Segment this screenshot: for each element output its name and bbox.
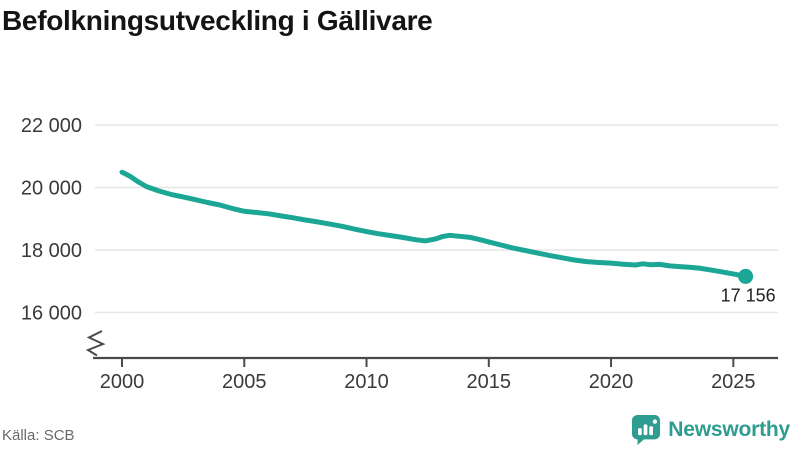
newsworthy-logo-text: Newsworthy <box>668 418 790 441</box>
source-note: Källa: SCB <box>2 427 75 444</box>
series-end-dot <box>738 268 754 284</box>
svg-text:2025: 2025 <box>711 371 756 393</box>
svg-text:2010: 2010 <box>344 371 389 393</box>
x-axis-ticks <box>121 359 735 367</box>
svg-text:16 000: 16 000 <box>21 303 82 325</box>
svg-text:2020: 2020 <box>589 371 634 393</box>
svg-text:20 000: 20 000 <box>21 178 82 200</box>
newsworthy-logo: Newsworthy <box>631 414 790 446</box>
newsworthy-logo-icon <box>632 415 661 445</box>
svg-text:22 000: 22 000 <box>21 115 82 137</box>
x-axis-labels: 2000 2005 2010 2015 2020 2025 <box>100 371 756 393</box>
svg-text:2000: 2000 <box>100 371 145 393</box>
gridlines <box>95 124 778 314</box>
population-series-line <box>119 169 749 279</box>
series-end-value-label: 17 156 <box>721 285 776 305</box>
page-title: Befolkningsutveckling i Gällivare <box>2 5 433 36</box>
svg-text:2005: 2005 <box>222 371 267 393</box>
svg-text:18 000: 18 000 <box>21 240 82 262</box>
svg-text:2015: 2015 <box>467 371 512 393</box>
y-axis-labels: 16 000 18 000 20 000 22 000 <box>21 115 82 325</box>
axis-break-icon <box>85 330 106 357</box>
